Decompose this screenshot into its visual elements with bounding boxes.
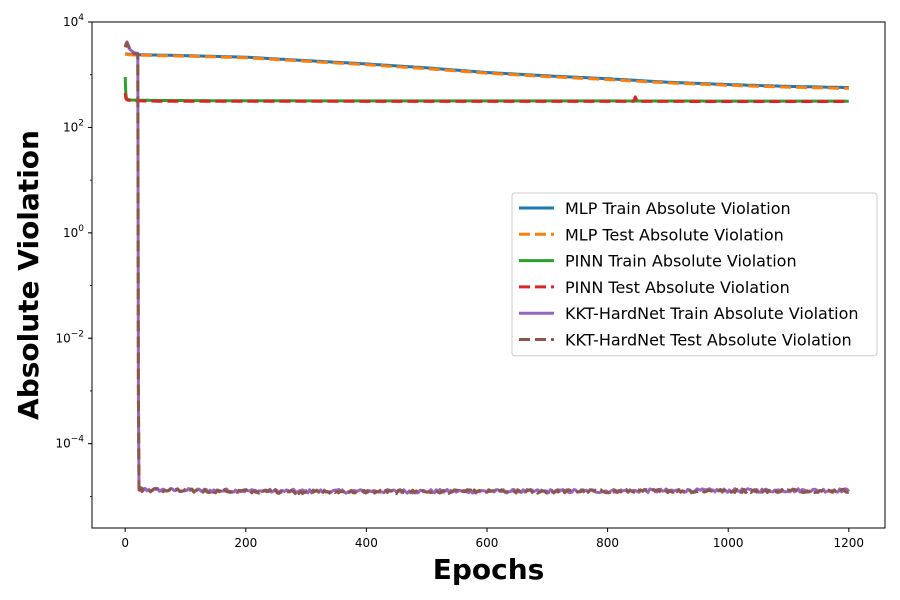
plot-lines	[123, 40, 850, 495]
x-tick-label: 600	[476, 536, 499, 550]
series-line-kkt-hardnet-test-absolute-violation	[123, 41, 849, 495]
legend-box	[511, 192, 878, 357]
legend: MLP Train Absolute Violation MLP Test Abs…	[511, 192, 878, 357]
x-tick-label: 0	[121, 536, 129, 550]
x-tick-label: 800	[596, 536, 619, 550]
y-tick-label: 100	[63, 224, 84, 240]
x-tick-label: 1000	[713, 536, 744, 550]
series-line-pinn-test-absolute-violation	[123, 92, 849, 103]
legend-label: KKT-HardNet Train Absolute Violation	[565, 304, 859, 323]
y-tick-label: 10−2	[55, 329, 84, 345]
y-axis-title: Absolute Violation	[12, 130, 45, 420]
x-axis-ticks: 0 200 400 600 800 1000 1200	[121, 528, 864, 550]
y-axis-ticks: 10−4 10−2 100 102 104	[55, 13, 92, 497]
x-tick-label: 200	[234, 536, 257, 550]
x-axis-title: Epochs	[433, 553, 545, 586]
y-tick-label: 104	[63, 13, 84, 29]
legend-label: PINN Train Absolute Violation	[565, 252, 797, 271]
series-line-mlp-train-absolute-violation	[124, 52, 849, 90]
x-tick-label: 400	[355, 536, 378, 550]
y-tick-label: 102	[63, 118, 84, 134]
legend-label: PINN Test Absolute Violation	[565, 278, 790, 297]
legend-label: KKT-HardNet Test Absolute Violation	[565, 331, 852, 350]
x-tick-label: 1200	[834, 536, 865, 550]
legend-label: MLP Train Absolute Violation	[565, 199, 791, 218]
y-tick-label: 10−4	[55, 435, 84, 451]
legend-label: MLP Test Absolute Violation	[565, 225, 784, 244]
plot-frame	[91, 21, 886, 529]
